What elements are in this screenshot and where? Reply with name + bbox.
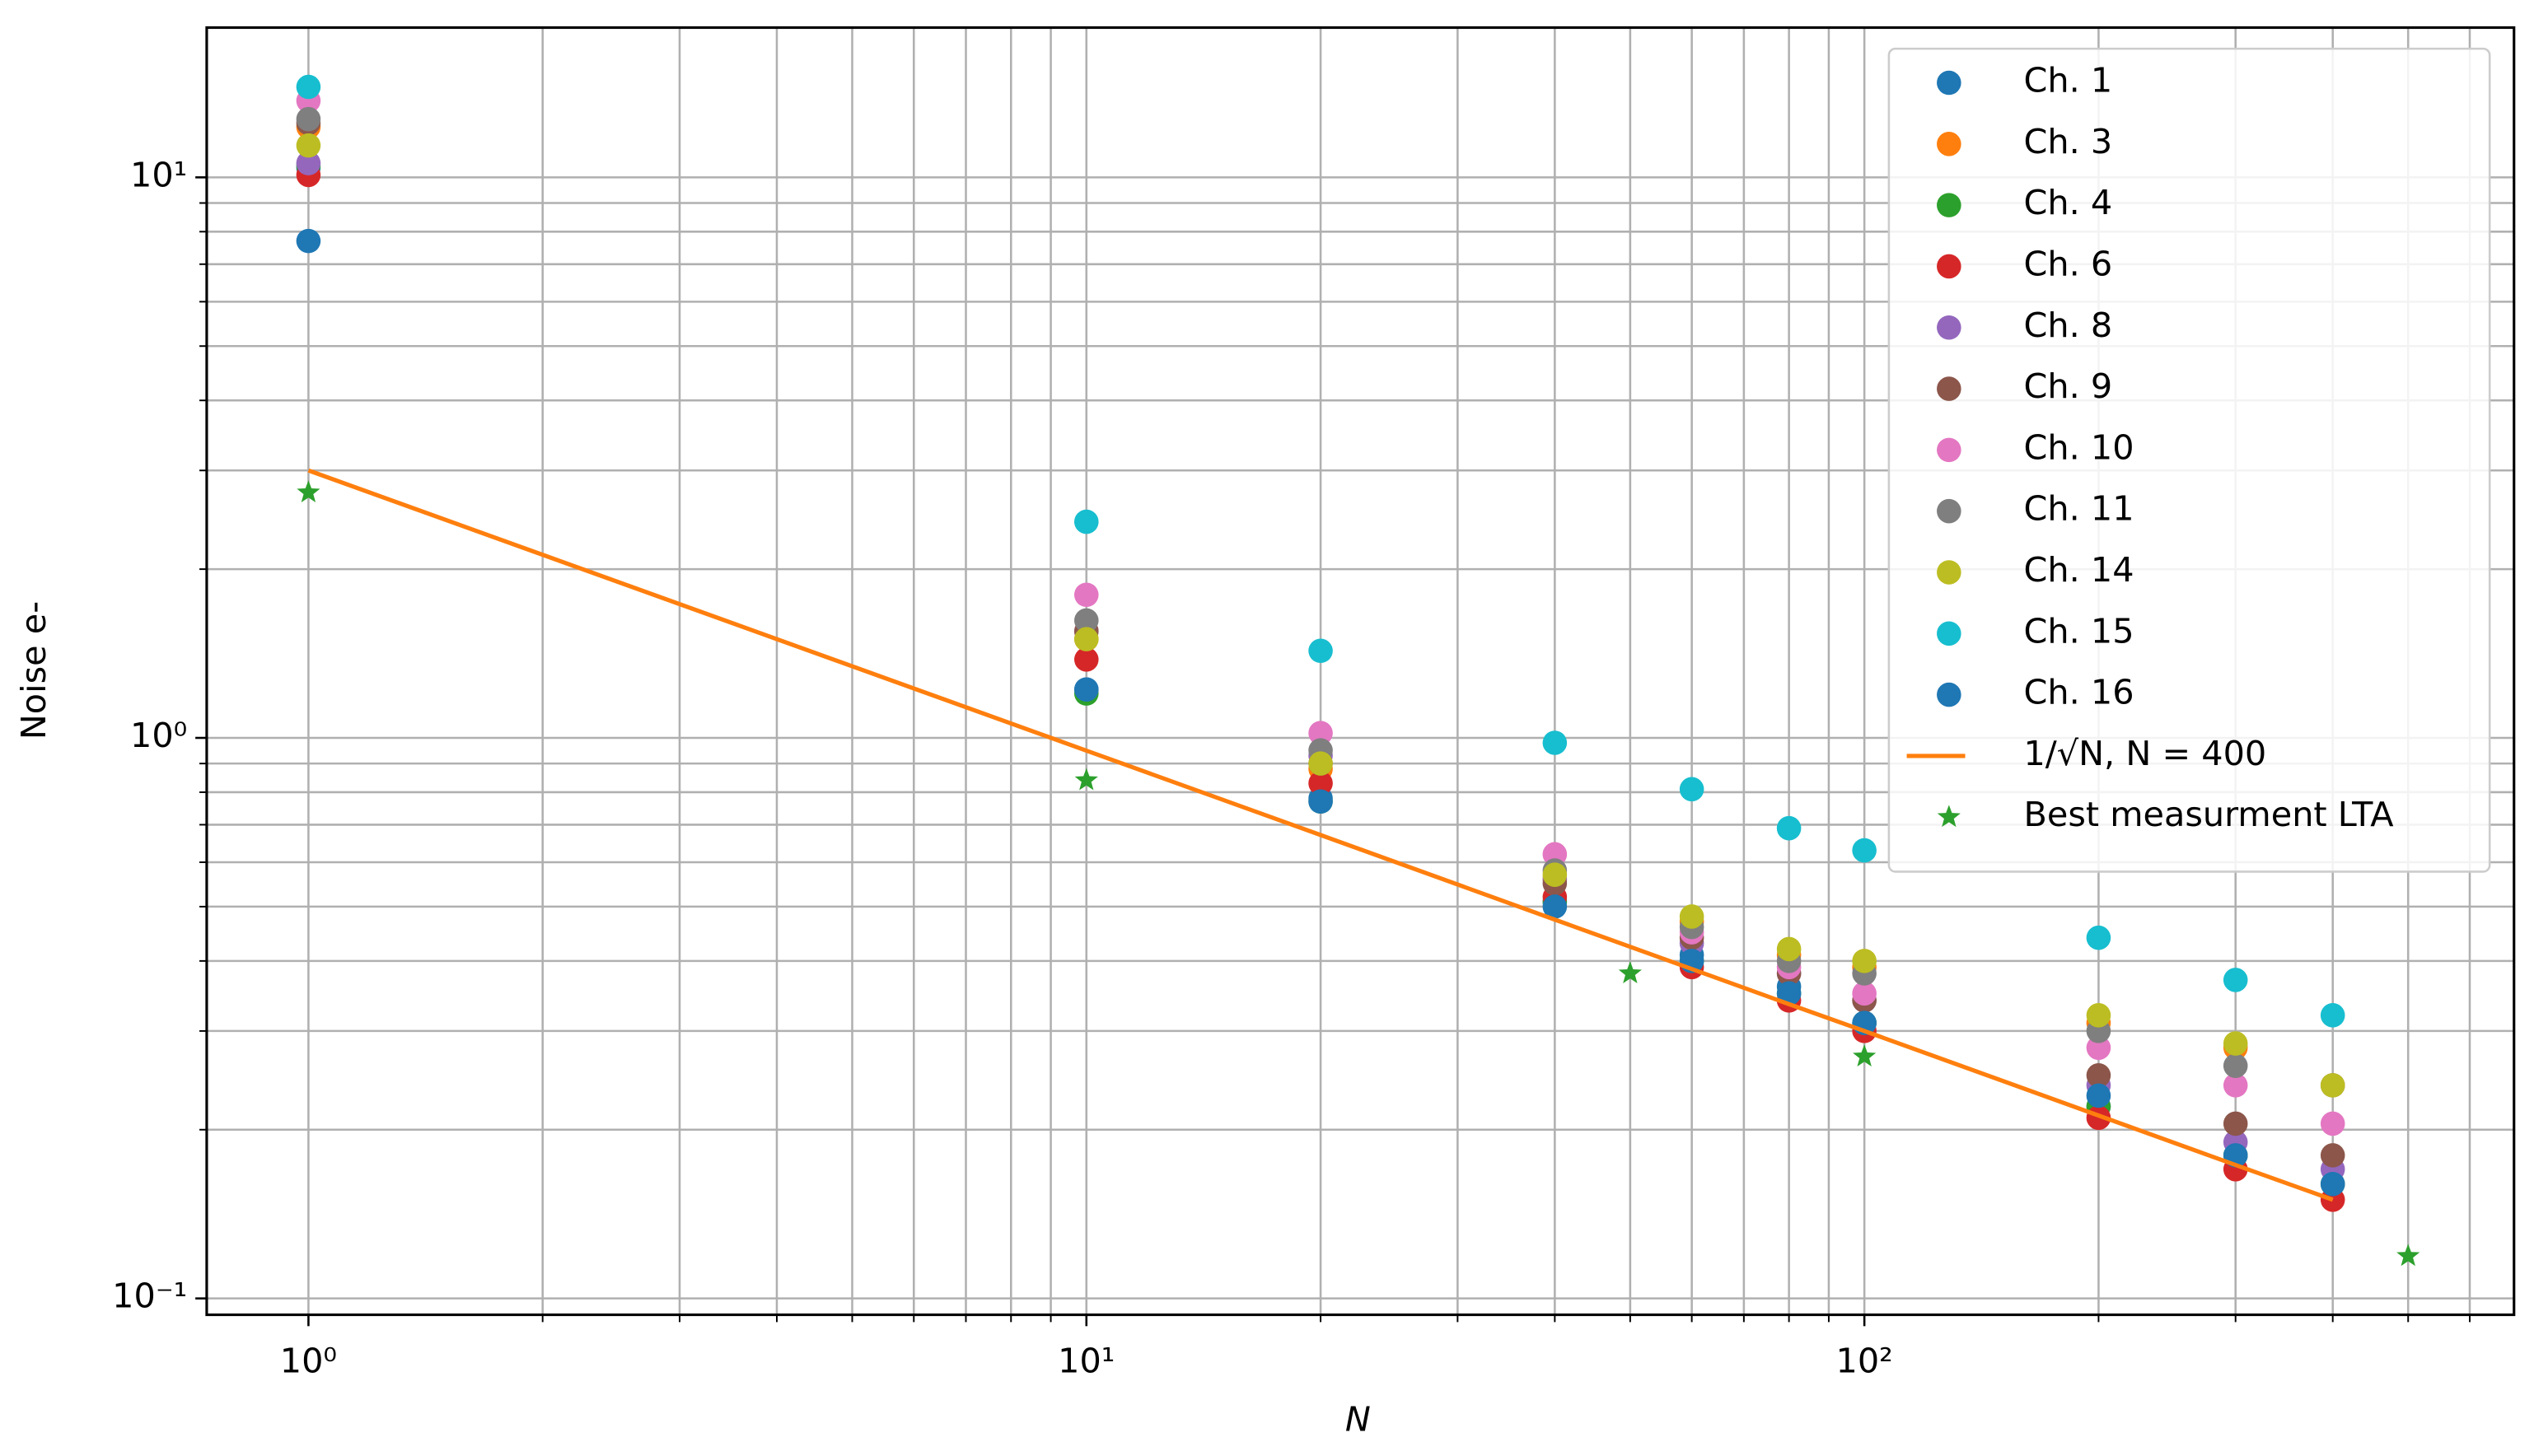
- legend-marker: [1937, 805, 1961, 828]
- fit-line: [307, 468, 2334, 1202]
- legend-label: 1/√N, N = 400: [2023, 734, 2266, 773]
- data-point: [2086, 1035, 2111, 1061]
- legend-marker: [1937, 70, 1961, 96]
- y-tick-label: 10⁰: [130, 716, 187, 755]
- data-point: [1542, 730, 1568, 755]
- ticks: 10⁰ 10¹ 10² 10⁻¹ 10⁰ 10¹: [112, 155, 2471, 1381]
- data-point: [2223, 1111, 2248, 1136]
- data-point: [2320, 1073, 2345, 1098]
- data-point: [2223, 1073, 2248, 1098]
- legend-label: Ch. 6: [2023, 244, 2112, 283]
- data-point: [2223, 1053, 2248, 1078]
- legend: Ch. 1 Ch. 3 Ch. 4 Ch. 6 Ch. 8 Ch. 9 Ch. 10 Ch. …: [1887, 47, 2491, 873]
- data-point: [2086, 925, 2111, 950]
- data-point: [1073, 608, 1099, 633]
- legend-marker: [1937, 437, 1961, 463]
- legend-label: Ch. 16: [2023, 673, 2134, 712]
- legend-label: Ch. 10: [2023, 427, 2134, 467]
- x-tick-label: 10¹: [1058, 1342, 1115, 1381]
- data-point: [2223, 1031, 2248, 1056]
- data-point: [2320, 1111, 2345, 1136]
- data-point: [1852, 949, 1877, 973]
- legend-marker: [1937, 376, 1961, 401]
- data-point: [1073, 509, 1099, 534]
- star-point: [1618, 961, 1642, 983]
- data-point: [2223, 968, 2248, 992]
- data-point: [296, 228, 321, 254]
- data-point: [2086, 1003, 2111, 1028]
- data-point: [2086, 1063, 2111, 1088]
- legend-label: Ch. 3: [2023, 122, 2112, 161]
- data-point: [1308, 751, 1333, 776]
- data-point: [1308, 789, 1333, 814]
- legend-label: Ch. 14: [2023, 550, 2134, 590]
- data-point: [1308, 771, 1333, 796]
- star-point: [1853, 1044, 1877, 1067]
- legend-marker: [1937, 193, 1961, 217]
- data-point: [1679, 777, 1704, 802]
- data-point: [296, 106, 321, 132]
- legend-marker: [1937, 254, 1961, 279]
- data-point: [1073, 647, 1099, 672]
- data-point: [1776, 815, 1802, 841]
- x-tick-label: 10²: [1836, 1342, 1893, 1381]
- data-point: [1073, 582, 1099, 608]
- data-point: [2320, 1171, 2345, 1197]
- legend-marker: [1937, 560, 1961, 585]
- data-point: [1308, 638, 1333, 664]
- data-point: [1679, 904, 1704, 929]
- legend-marker: [1937, 315, 1961, 340]
- y-tick-label: 10¹: [130, 155, 187, 194]
- data-point: [296, 133, 321, 158]
- star-point: [2396, 1244, 2420, 1267]
- legend-label: Ch. 8: [2023, 306, 2112, 345]
- legend-marker: [1937, 132, 1961, 156]
- legend-box: [1887, 47, 2491, 873]
- data-point: [1073, 627, 1099, 651]
- x-axis-label: N: [1345, 1400, 1371, 1440]
- data-point: [1776, 981, 1802, 1006]
- data-point: [296, 74, 321, 100]
- legend-marker: [1937, 498, 1961, 524]
- y-tick-label: 10⁻¹: [112, 1276, 187, 1316]
- data-point: [2320, 1143, 2345, 1168]
- data-point: [1073, 677, 1099, 702]
- legend-marker: [1937, 621, 1961, 646]
- data-point: [1542, 894, 1568, 919]
- data-point: [1542, 862, 1568, 887]
- data-point: [296, 151, 321, 175]
- y-axis-label: Noise e-: [14, 601, 54, 740]
- x-tick-label: 10⁰: [280, 1342, 337, 1381]
- legend-label: Ch. 4: [2023, 183, 2112, 222]
- legend-label: Ch. 11: [2023, 489, 2134, 529]
- legend-label: Best measurment LTA: [2023, 795, 2393, 834]
- data-point: [2320, 1003, 2345, 1028]
- star-point: [1074, 768, 1098, 791]
- legend-marker: [1937, 682, 1961, 707]
- legend-label: Ch. 15: [2023, 611, 2134, 651]
- data-point: [1776, 936, 1802, 962]
- axes-frame: [205, 26, 2516, 1317]
- star-point: [297, 480, 320, 503]
- data-point: [1852, 981, 1877, 1006]
- legend-label: Ch. 1: [2023, 61, 2112, 100]
- data-point: [2086, 1083, 2111, 1108]
- data-point: [1308, 721, 1333, 745]
- legend-label: Ch. 9: [2023, 366, 2112, 406]
- plot-marks: [296, 74, 2420, 1267]
- data-point: [1852, 838, 1877, 863]
